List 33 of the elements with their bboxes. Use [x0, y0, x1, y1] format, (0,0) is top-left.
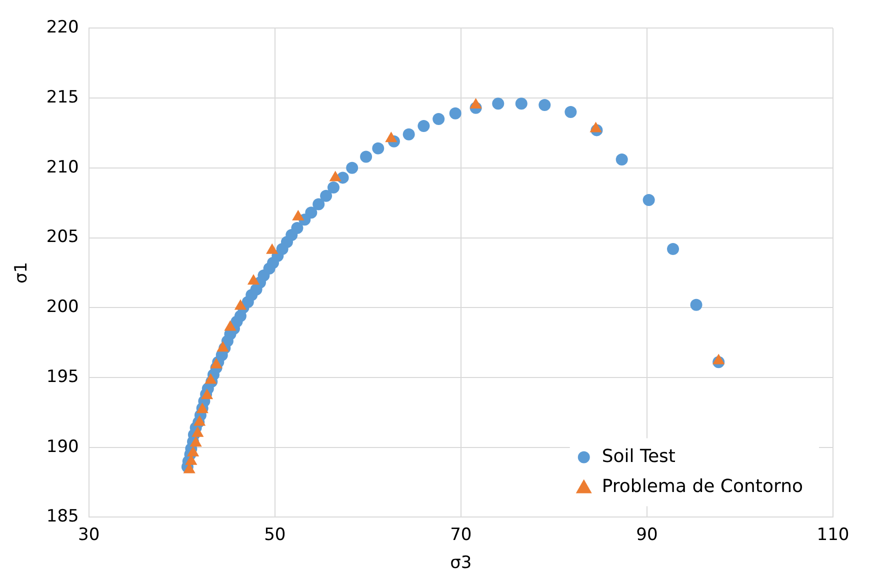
point	[224, 320, 236, 331]
x-tick-label: 70	[450, 524, 472, 545]
point	[385, 132, 398, 142]
point	[590, 122, 602, 132]
x-tick-label: 50	[264, 524, 286, 545]
point	[193, 415, 206, 426]
legend-label: Problema de Contorno	[602, 476, 804, 497]
x-tick-label: 30	[78, 524, 100, 545]
point	[266, 243, 278, 254]
point	[186, 446, 200, 456]
point	[247, 274, 260, 285]
y-axis-title: σ1	[12, 262, 32, 284]
y-tick-label: 210	[46, 157, 79, 178]
y-tick-label: 195	[46, 366, 79, 387]
point	[190, 436, 202, 447]
point	[234, 299, 247, 310]
x-tick-label: 90	[636, 524, 658, 545]
x-axis-title: σ3	[450, 553, 472, 574]
y-tick-label: 215	[46, 87, 79, 108]
point	[470, 98, 482, 109]
point	[192, 426, 204, 437]
y-tick-label: 200	[46, 297, 79, 318]
point	[712, 354, 725, 364]
point	[216, 341, 229, 352]
y-tick-label: 205	[46, 227, 79, 248]
x-tick-label: 110	[816, 524, 850, 545]
y-tick-label: 220	[46, 18, 79, 38]
y-tick-label: 185	[46, 506, 79, 527]
y-tick-label: 190	[46, 436, 79, 457]
point	[329, 170, 342, 182]
point	[292, 210, 304, 220]
point	[204, 373, 217, 384]
legend-label: Soil Test	[602, 446, 676, 467]
